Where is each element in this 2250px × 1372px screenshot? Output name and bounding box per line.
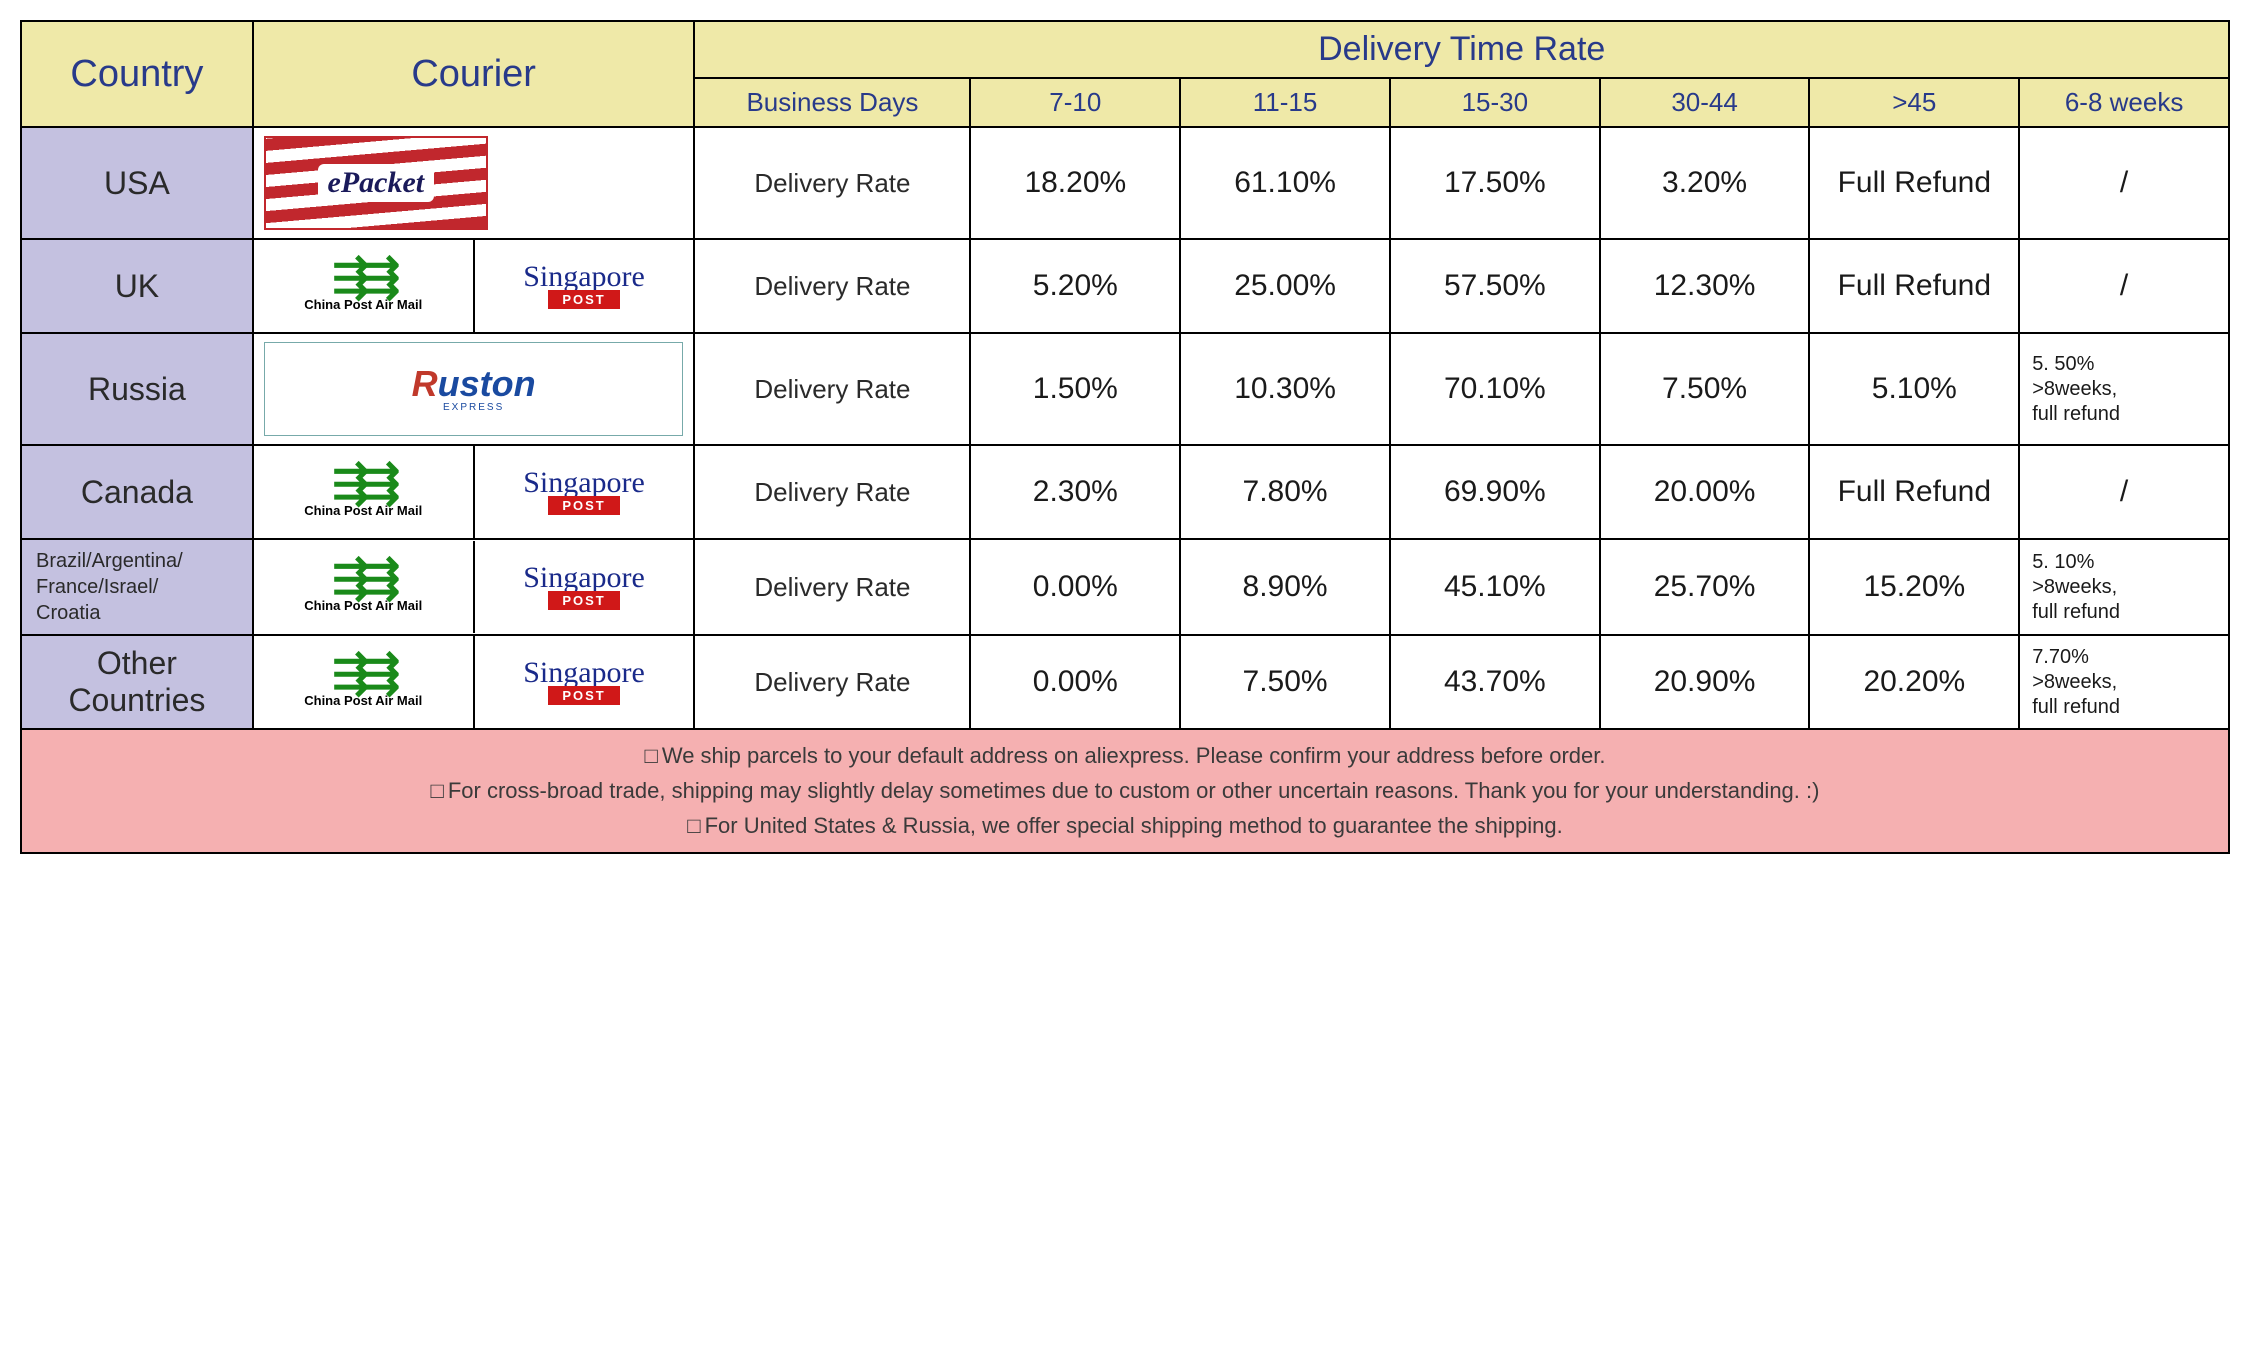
header-30-44: 30-44 [1600,78,1810,127]
courier-cell: ⇶⇶China Post Air Mail SingaporePOST [253,239,695,333]
singapore-post-logo: SingaporePOST [523,246,645,326]
rate-6-8w: / [2019,127,2229,239]
rate-7-10: 18.20% [970,127,1180,239]
rate-11-15: 25.00% [1180,239,1390,333]
rate-6-8w: 5. 50%>8weeks,full refund [2019,333,2229,445]
rate-7-10: 0.00% [970,539,1180,635]
header-15-30: 15-30 [1390,78,1600,127]
table-body: USAePacketDelivery Rate18.20%61.10%17.50… [21,127,2229,729]
rate-15-30: 43.70% [1390,635,1600,729]
country-cell: UK [21,239,253,333]
ruston-logo: RustonEXPRESS [264,342,684,436]
header-6-8-weeks: 6-8 weeks [2019,78,2229,127]
epacket-logo: ePacket [264,136,488,230]
header-11-15: 11-15 [1180,78,1390,127]
rate-gt45: 15.20% [1809,539,2019,635]
rate-30-44: 12.30% [1600,239,1810,333]
rate-30-44: 3.20% [1600,127,1810,239]
rate-15-30: 57.50% [1390,239,1600,333]
rate-6-8w: / [2019,445,2229,539]
rate-gt45: 20.20% [1809,635,2019,729]
courier-cell: ⇶⇶China Post Air Mail SingaporePOST [253,635,695,729]
table-row: Brazil/Argentina/France/Israel/Croatia⇶⇶… [21,539,2229,635]
rate-label-cell: Delivery Rate [694,445,970,539]
rate-7-10: 0.00% [970,635,1180,729]
table-row: USAePacket Delivery Rate18.20%61.10%17.50… [21,127,2229,239]
footer-notes: We ship parcels to your default address … [21,729,2229,853]
china-post-logo: ⇶⇶China Post Air Mail [304,452,422,532]
header-7-10: 7-10 [970,78,1180,127]
country-cell: Other Countries [21,635,253,729]
rate-15-30: 70.10% [1390,333,1600,445]
rate-label-cell: Delivery Rate [694,127,970,239]
rate-11-15: 61.10% [1180,127,1390,239]
courier-cell: RustonEXPRESS [253,333,695,445]
table-row: RussiaRustonEXPRESSDelivery Rate1.50%10.… [21,333,2229,445]
rate-30-44: 7.50% [1600,333,1810,445]
table-row: UK ⇶⇶China Post Air Mail SingaporePOST Deli… [21,239,2229,333]
country-cell: Canada [21,445,253,539]
courier-cell: ⇶⇶China Post Air Mail SingaporePOST [253,445,695,539]
country-cell: Russia [21,333,253,445]
header-delivery-time-rate: Delivery Time Rate [694,21,2229,78]
rate-label-cell: Delivery Rate [694,539,970,635]
rate-7-10: 5.20% [970,239,1180,333]
rate-7-10: 2.30% [970,445,1180,539]
table-row: Canada ⇶⇶China Post Air Mail SingaporePOST… [21,445,2229,539]
rate-11-15: 8.90% [1180,539,1390,635]
singapore-post-logo: SingaporePOST [523,642,645,722]
country-cell: USA [21,127,253,239]
rate-15-30: 45.10% [1390,539,1600,635]
rate-30-44: 20.00% [1600,445,1810,539]
rate-gt45: Full Refund [1809,127,2019,239]
rate-gt45: Full Refund [1809,445,2019,539]
courier-cell: ePacket [253,127,695,239]
rate-6-8w: 7.70%>8weeks,full refund [2019,635,2229,729]
table-row: Other Countries ⇶⇶China Post Air Mail Sing… [21,635,2229,729]
rate-label-cell: Delivery Rate [694,239,970,333]
footer-line-2: For cross-broad trade, shipping may slig… [32,773,2218,808]
header-business-days: Business Days [694,78,970,127]
rate-6-8w: / [2019,239,2229,333]
rate-15-30: 69.90% [1390,445,1600,539]
rate-15-30: 17.50% [1390,127,1600,239]
footer-line-3: For United States & Russia, we offer spe… [32,808,2218,843]
shipping-rate-table: Country Courier Delivery Time Rate Busin… [20,20,2230,854]
header-gt45: >45 [1809,78,2019,127]
header-courier: Courier [253,21,695,127]
rate-30-44: 20.90% [1600,635,1810,729]
footer-line-1: We ship parcels to your default address … [32,738,2218,773]
china-post-logo: ⇶⇶China Post Air Mail [304,642,422,722]
courier-cell: ⇶⇶China Post Air Mail SingaporePOST [253,539,695,635]
china-post-logo: ⇶⇶China Post Air Mail [304,547,422,627]
rate-30-44: 25.70% [1600,539,1810,635]
rate-gt45: 5.10% [1809,333,2019,445]
country-cell: Brazil/Argentina/France/Israel/Croatia [21,539,253,635]
rate-7-10: 1.50% [970,333,1180,445]
rate-label-cell: Delivery Rate [694,635,970,729]
rate-11-15: 10.30% [1180,333,1390,445]
rate-11-15: 7.80% [1180,445,1390,539]
header-country: Country [21,21,253,127]
rate-6-8w: 5. 10%>8weeks,full refund [2019,539,2229,635]
rate-gt45: Full Refund [1809,239,2019,333]
rate-label-cell: Delivery Rate [694,333,970,445]
china-post-logo: ⇶⇶China Post Air Mail [304,246,422,326]
singapore-post-logo: SingaporePOST [523,452,645,532]
singapore-post-logo: SingaporePOST [523,547,645,627]
rate-11-15: 7.50% [1180,635,1390,729]
